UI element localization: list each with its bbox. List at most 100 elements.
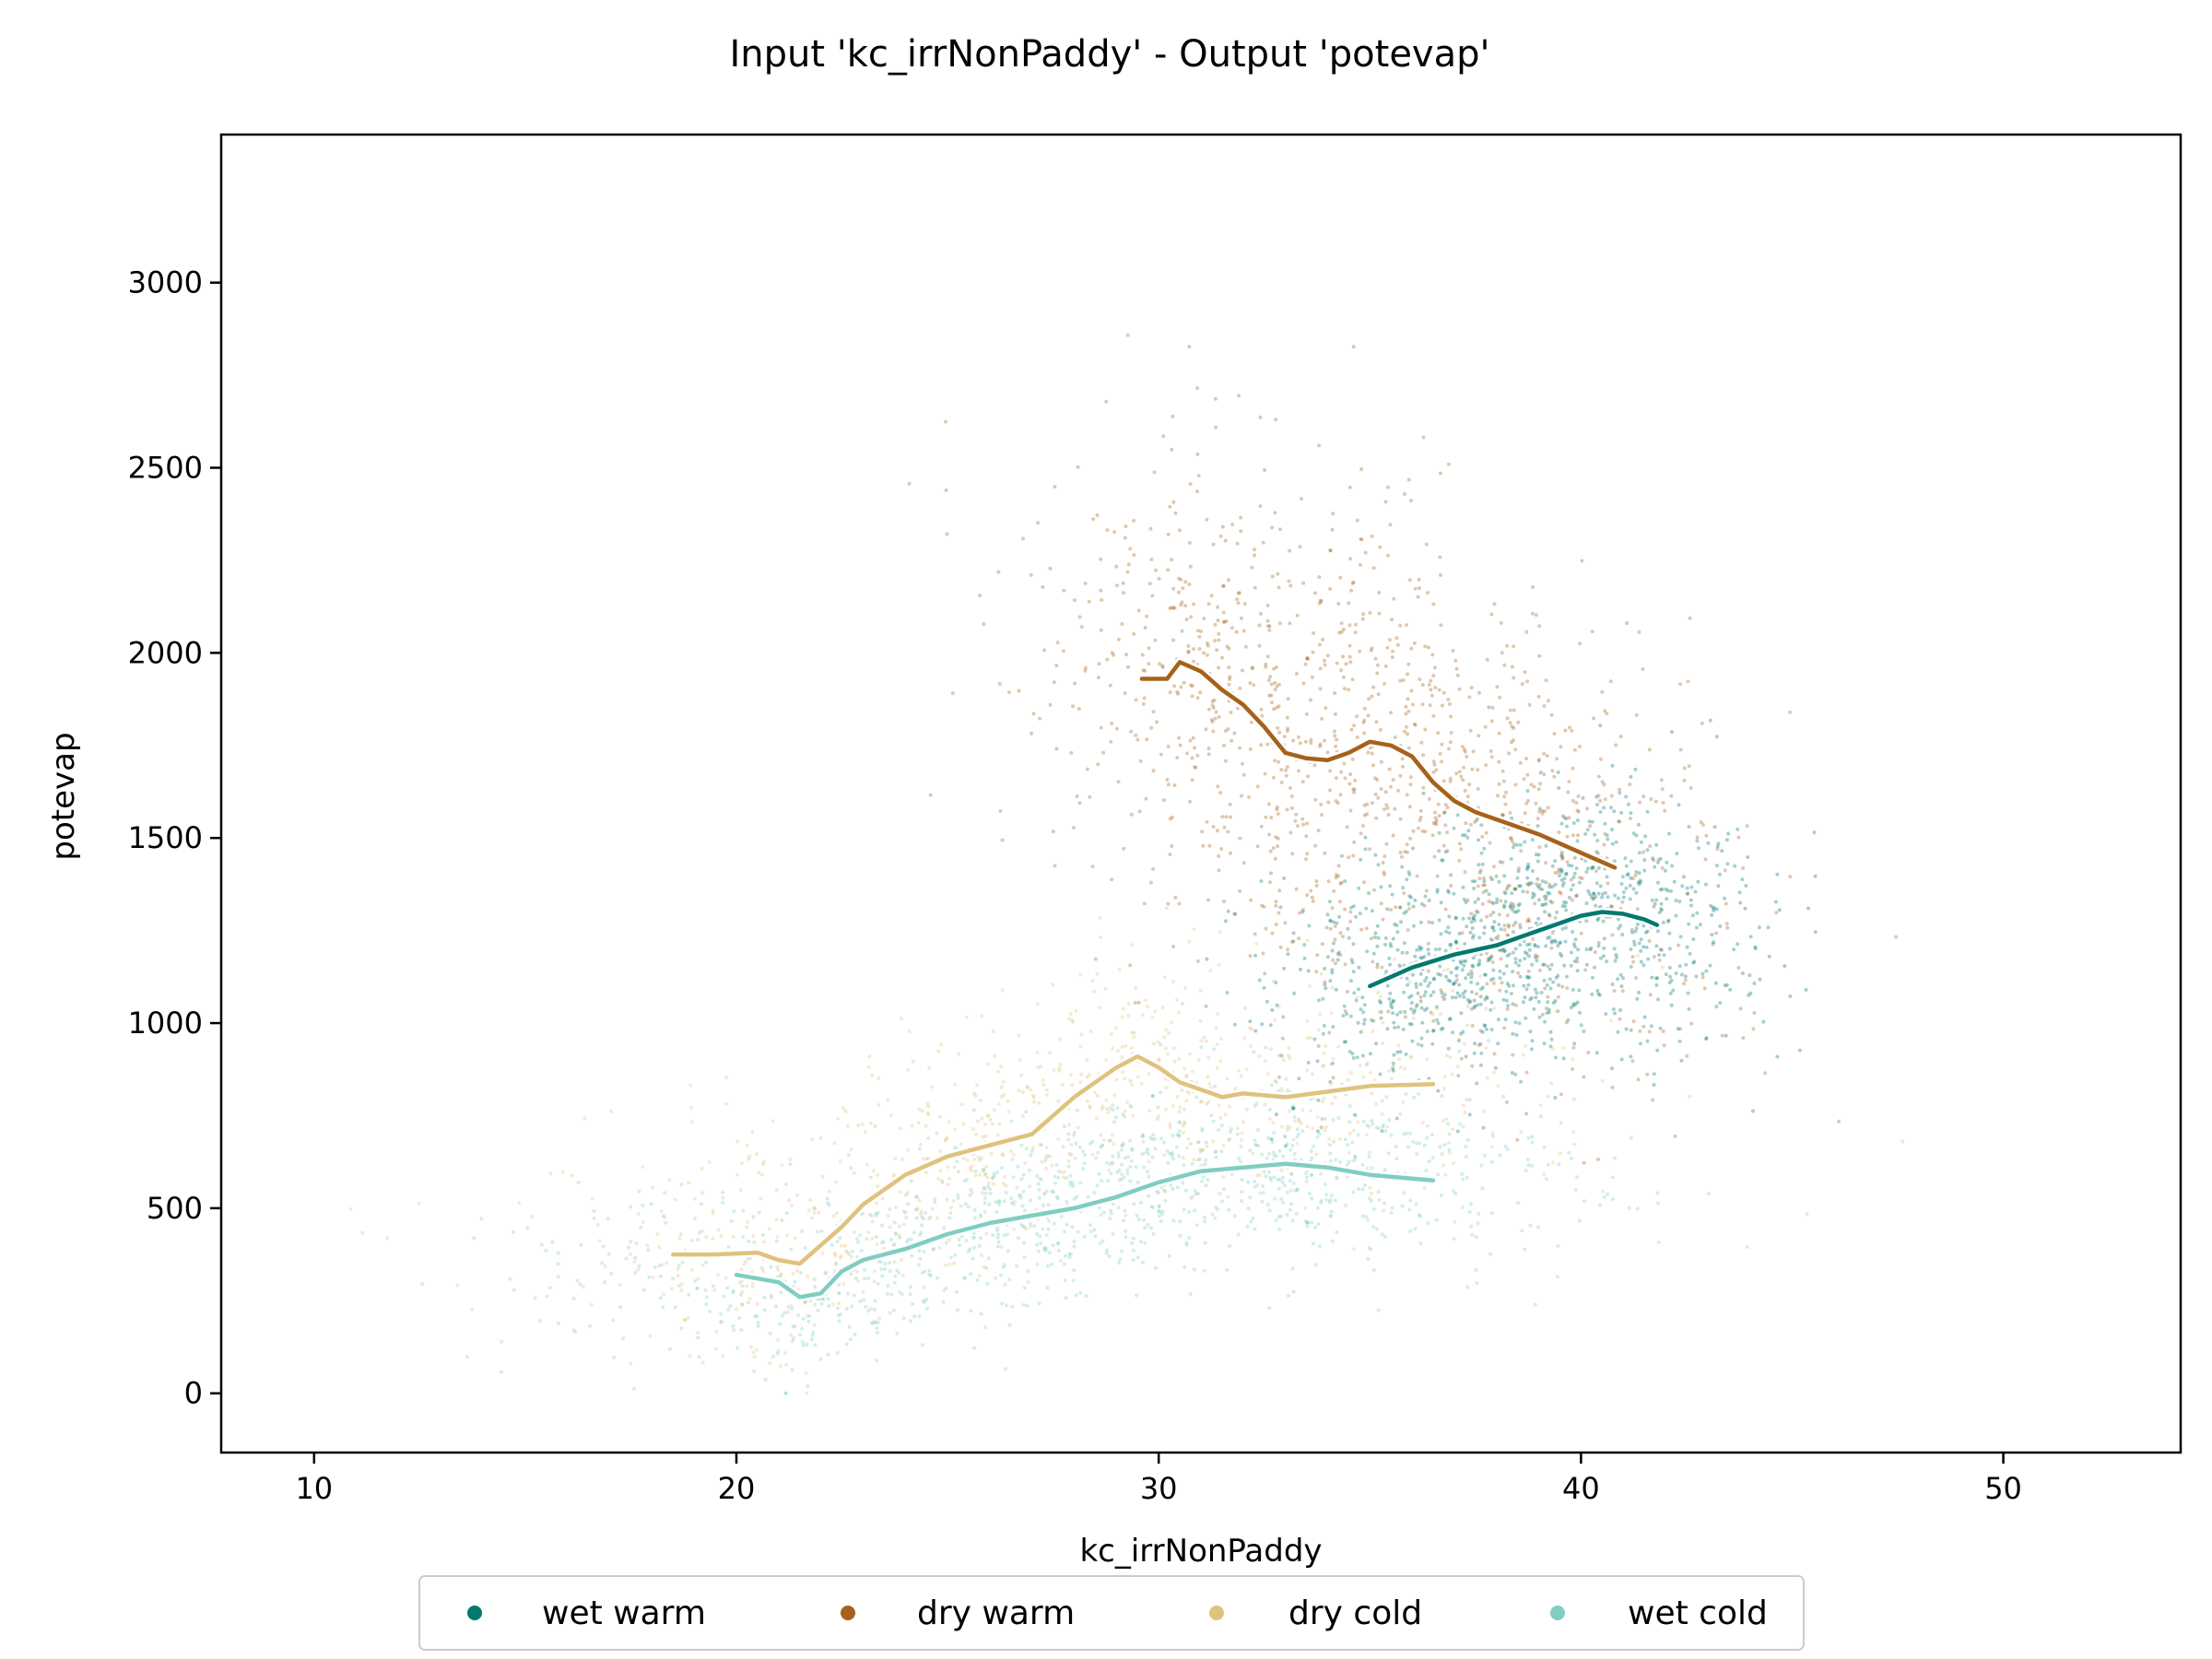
scatter-point (1115, 1106, 1120, 1111)
scatter-point (1073, 1156, 1077, 1160)
scatter-point (1462, 1041, 1466, 1046)
scatter-point (1406, 746, 1411, 750)
scatter-point (1696, 879, 1700, 884)
scatter-point (1567, 863, 1571, 867)
scatter-point (1195, 489, 1200, 494)
scatter-point (879, 1241, 884, 1245)
scatter-point (1624, 1027, 1629, 1031)
scatter-point (1367, 1154, 1371, 1159)
scatter-point (1559, 853, 1563, 858)
scatter-point (1629, 1054, 1633, 1059)
scatter-point (785, 1233, 789, 1238)
scatter-point (1716, 841, 1721, 846)
scatter-point (1326, 1136, 1331, 1141)
scatter-point (849, 1147, 853, 1152)
scatter-point (1241, 761, 1244, 766)
scatter-point (1193, 765, 1196, 770)
scatter-point (1140, 1260, 1145, 1265)
scatter-point (1710, 933, 1714, 937)
scatter-point (1632, 943, 1637, 947)
scatter-point (1725, 925, 1730, 930)
scatter-point (756, 1321, 760, 1325)
scatter-point (1162, 975, 1167, 980)
scatter-point (947, 1120, 951, 1124)
scatter-point (1430, 1156, 1435, 1160)
scatter-point (1126, 665, 1130, 669)
scatter-point (687, 1181, 690, 1185)
scatter-point (1213, 639, 1218, 643)
scatter-point (991, 1030, 995, 1033)
scatter-point (1387, 1118, 1392, 1123)
scatter-point (1300, 1108, 1305, 1112)
scatter-point (780, 1313, 784, 1318)
scatter-point (1086, 1194, 1090, 1199)
scatter-point (1314, 970, 1319, 974)
scatter-point (1525, 919, 1530, 924)
scatter-point (1066, 1159, 1071, 1163)
scatter-point (790, 1338, 794, 1343)
scatter-point (1378, 994, 1382, 999)
scatter-point (1154, 568, 1158, 572)
scatter-point (1559, 1092, 1563, 1097)
scatter-point (1447, 890, 1451, 895)
scatter-point (1182, 1066, 1187, 1071)
scatter-point (1491, 981, 1496, 985)
scatter-point (1146, 1152, 1150, 1157)
scatter-point (1382, 1208, 1386, 1213)
scatter-point (1516, 866, 1521, 871)
scatter-point (1171, 1157, 1175, 1161)
scatter-point (886, 1284, 890, 1288)
scatter-point (1606, 1192, 1610, 1196)
scatter-point (1333, 734, 1337, 738)
scatter-point (1482, 846, 1487, 851)
scatter-point (1511, 1031, 1515, 1036)
scatter-point (1711, 942, 1715, 947)
scatter-point (831, 1214, 836, 1218)
scatter-point (1300, 1129, 1305, 1134)
scatter-point (1176, 1133, 1181, 1137)
scatter-point (1500, 860, 1505, 865)
scatter-point (1373, 931, 1378, 935)
scatter-point (1004, 1191, 1008, 1194)
scatter-point (1277, 911, 1281, 915)
scatter-point (1525, 865, 1530, 870)
scatter-point (746, 1300, 750, 1305)
scatter-point (1331, 1076, 1335, 1080)
scatter-point (1406, 870, 1411, 875)
scatter-point (1375, 1227, 1380, 1231)
scatter-point (1294, 812, 1299, 817)
scatter-point (1445, 830, 1450, 835)
scatter-point (1453, 1191, 1458, 1195)
scatter-point (1620, 900, 1625, 904)
scatter-point (1453, 995, 1458, 1000)
scatter-point (1070, 1083, 1075, 1088)
scatter-point (1711, 905, 1715, 910)
scatter-point (1042, 1192, 1047, 1196)
scatter-point (1197, 635, 1202, 639)
scatter-point (826, 1297, 830, 1301)
scatter-point (1418, 677, 1422, 682)
scatter-point (975, 1083, 979, 1088)
scatter-point (1288, 1207, 1292, 1212)
scatter-point (1362, 706, 1367, 711)
scatter-point (1442, 1075, 1447, 1079)
scatter-point (761, 1233, 765, 1238)
scatter-point (1394, 905, 1398, 910)
scatter-point (1684, 962, 1688, 967)
scatter-point (1351, 853, 1356, 858)
scatter-point (1401, 1027, 1406, 1031)
scatter-point (1305, 938, 1310, 943)
scatter-point (1101, 1210, 1106, 1215)
scatter-point (1165, 778, 1170, 782)
scatter-point (1039, 1065, 1043, 1069)
scatter-point (813, 1302, 818, 1307)
scatter-point (1341, 1014, 1346, 1018)
scatter-point (1329, 1214, 1333, 1218)
scatter-point (1674, 971, 1678, 975)
scatter-point (1653, 901, 1657, 906)
scatter-point (1518, 974, 1523, 979)
scatter-point (1214, 710, 1218, 714)
scatter-point (1356, 1120, 1360, 1124)
scatter-point (1260, 903, 1265, 908)
